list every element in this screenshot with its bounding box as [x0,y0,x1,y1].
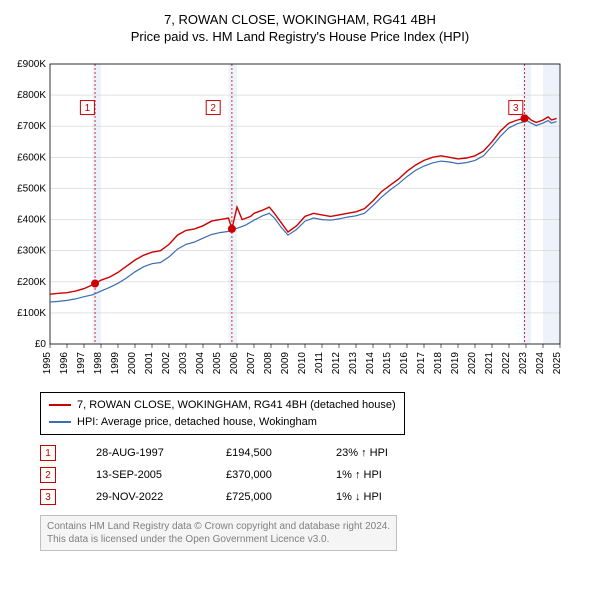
svg-text:2020: 2020 [467,352,478,375]
svg-text:1: 1 [85,103,91,114]
svg-text:£700K: £700K [17,121,46,132]
svg-text:2022: 2022 [501,352,512,375]
svg-text:£300K: £300K [17,246,46,257]
svg-text:2021: 2021 [484,352,495,375]
svg-text:2004: 2004 [195,352,206,375]
transaction-row: 2 13-SEP-2005 £370,000 1% ↑ HPI [40,467,590,483]
legend-swatch-2 [49,421,71,423]
svg-text:£400K: £400K [17,215,46,226]
svg-text:2: 2 [210,103,216,114]
transaction-date: 13-SEP-2005 [96,469,186,481]
legend-row-1: 7, ROWAN CLOSE, WOKINGHAM, RG41 4BH (det… [49,397,396,414]
svg-text:2007: 2007 [246,352,257,375]
chart-container: £0 £100K £200K £300K £400K £500K £600K £700K £80… [10,54,590,384]
svg-text:2000: 2000 [127,352,138,375]
svg-text:£100K: £100K [17,308,46,319]
svg-text:£800K: £800K [17,90,46,101]
transaction-marker-2: 2 [40,467,56,483]
svg-text:2009: 2009 [280,352,291,375]
svg-text:£500K: £500K [17,183,46,194]
attribution-footer: Contains HM Land Registry data © Crown c… [40,515,397,551]
legend: 7, ROWAN CLOSE, WOKINGHAM, RG41 4BH (det… [40,392,405,435]
svg-text:2015: 2015 [382,352,393,375]
svg-text:2014: 2014 [365,352,376,375]
transaction-table: 1 28-AUG-1997 £194,500 23% ↑ HPI 2 13-SE… [40,445,590,505]
svg-text:2005: 2005 [212,352,223,375]
svg-text:2023: 2023 [518,352,529,375]
svg-text:£900K: £900K [17,59,46,70]
footer-line-1: Contains HM Land Registry data © Crown c… [47,520,390,533]
svg-text:2006: 2006 [229,352,240,375]
transaction-date: 29-NOV-2022 [96,491,186,503]
line-chart: £0 £100K £200K £300K £400K £500K £600K £700K £80… [10,54,570,384]
svg-text:2019: 2019 [450,352,461,375]
footer-line-2: This data is licensed under the Open Gov… [47,533,390,546]
svg-text:1998: 1998 [93,352,104,375]
chart-title-block: 7, ROWAN CLOSE, WOKINGHAM, RG41 4BH Pric… [10,12,590,44]
transaction-price: £725,000 [226,491,296,503]
svg-text:2016: 2016 [399,352,410,375]
legend-row-2: HPI: Average price, detached house, Woki… [49,414,396,431]
svg-text:2002: 2002 [161,352,172,375]
svg-text:2011: 2011 [314,352,325,374]
transaction-hpi: 1% ↓ HPI [336,491,416,503]
svg-text:2003: 2003 [178,352,189,375]
transaction-hpi: 1% ↑ HPI [336,469,416,481]
transaction-hpi: 23% ↑ HPI [336,447,416,459]
svg-text:2012: 2012 [331,352,342,375]
svg-text:2025: 2025 [552,352,563,375]
svg-text:3: 3 [513,103,519,114]
transaction-marker-1: 1 [40,445,56,461]
transaction-row: 1 28-AUG-1997 £194,500 23% ↑ HPI [40,445,590,461]
svg-text:1997: 1997 [76,352,87,375]
svg-text:2008: 2008 [263,352,274,375]
transaction-date: 28-AUG-1997 [96,447,186,459]
svg-text:2001: 2001 [144,352,155,375]
legend-label-2: HPI: Average price, detached house, Woki… [77,414,317,431]
svg-text:2017: 2017 [416,352,427,375]
transaction-price: £194,500 [226,447,296,459]
svg-text:2010: 2010 [297,352,308,375]
transaction-marker-3: 3 [40,489,56,505]
transaction-row: 3 29-NOV-2022 £725,000 1% ↓ HPI [40,489,590,505]
svg-text:£0: £0 [35,339,47,350]
svg-text:2024: 2024 [535,352,546,375]
svg-text:1995: 1995 [42,352,53,375]
svg-text:£600K: £600K [17,152,46,163]
svg-text:2013: 2013 [348,352,359,375]
title-line-1: 7, ROWAN CLOSE, WOKINGHAM, RG41 4BH [10,12,590,27]
legend-label-1: 7, ROWAN CLOSE, WOKINGHAM, RG41 4BH (det… [77,397,396,414]
svg-text:1996: 1996 [59,352,70,375]
svg-text:1999: 1999 [110,352,121,375]
legend-swatch-1 [49,404,71,406]
transaction-price: £370,000 [226,469,296,481]
svg-text:£200K: £200K [17,277,46,288]
svg-text:2018: 2018 [433,352,444,375]
title-line-2: Price paid vs. HM Land Registry's House … [10,29,590,44]
